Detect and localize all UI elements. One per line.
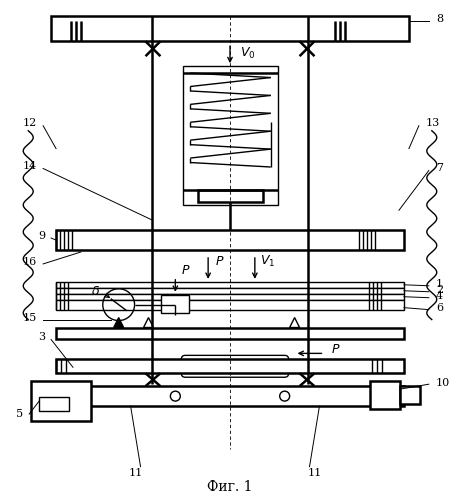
Bar bbox=[56, 386, 404, 406]
Text: 9: 9 bbox=[38, 231, 45, 241]
Text: $\delta$: $\delta$ bbox=[91, 285, 100, 298]
Text: 11: 11 bbox=[307, 468, 322, 477]
Text: $P$: $P$ bbox=[331, 343, 340, 356]
Text: 8: 8 bbox=[436, 14, 443, 24]
Bar bbox=[39, 397, 69, 411]
Text: 7: 7 bbox=[436, 164, 443, 173]
Text: 2: 2 bbox=[436, 285, 443, 295]
Bar bbox=[183, 66, 278, 205]
Text: 4: 4 bbox=[436, 290, 443, 300]
Bar bbox=[31, 381, 91, 421]
Bar bbox=[56, 230, 404, 250]
Text: 3: 3 bbox=[38, 332, 45, 342]
Bar bbox=[370, 381, 400, 409]
Bar bbox=[56, 282, 404, 288]
Text: $V_1$: $V_1$ bbox=[260, 254, 275, 270]
Bar bbox=[56, 360, 404, 374]
Bar bbox=[198, 190, 263, 202]
Text: 1: 1 bbox=[436, 279, 443, 289]
Text: $P$: $P$ bbox=[215, 256, 225, 268]
Text: $P$: $P$ bbox=[181, 264, 190, 278]
Bar bbox=[51, 16, 409, 42]
Text: 6: 6 bbox=[436, 302, 443, 312]
Text: 16: 16 bbox=[23, 257, 37, 267]
Bar bbox=[56, 288, 404, 294]
FancyBboxPatch shape bbox=[181, 356, 289, 377]
Text: 15: 15 bbox=[23, 312, 37, 322]
Bar bbox=[56, 294, 404, 300]
Text: Фиг. 1: Фиг. 1 bbox=[207, 480, 253, 494]
Text: 5: 5 bbox=[16, 409, 23, 419]
Polygon shape bbox=[114, 318, 124, 328]
Text: 12: 12 bbox=[23, 118, 37, 128]
Bar bbox=[161, 294, 189, 312]
Text: 14: 14 bbox=[23, 160, 37, 170]
Text: 11: 11 bbox=[129, 468, 143, 477]
Text: $V_0$: $V_0$ bbox=[240, 46, 256, 60]
Bar bbox=[56, 300, 404, 310]
Polygon shape bbox=[143, 318, 154, 328]
Text: 13: 13 bbox=[426, 118, 440, 128]
Polygon shape bbox=[290, 318, 300, 328]
Bar bbox=[400, 386, 420, 404]
Text: 10: 10 bbox=[436, 378, 450, 388]
Bar bbox=[56, 328, 404, 340]
